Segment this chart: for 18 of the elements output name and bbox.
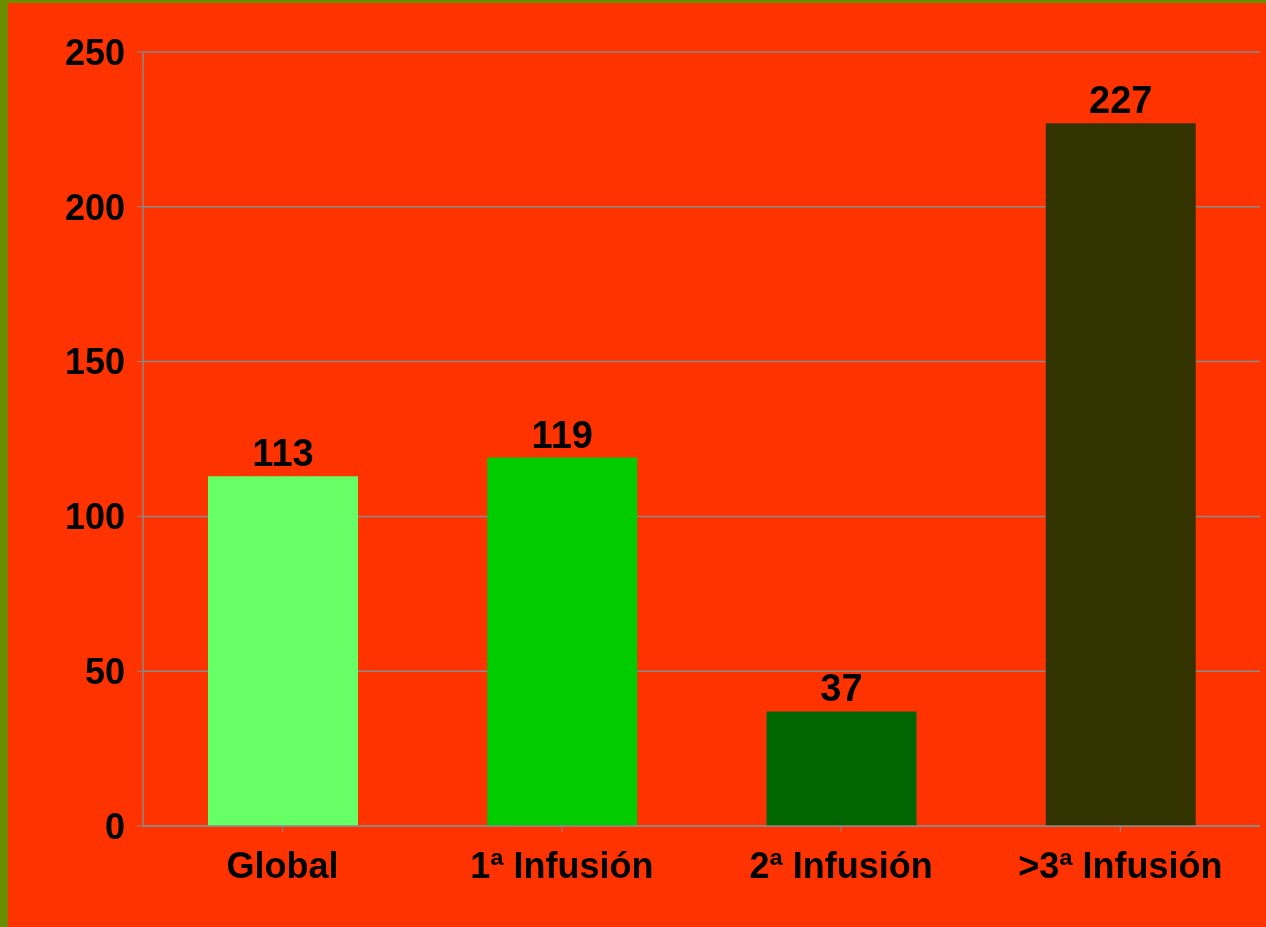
bar — [487, 457, 638, 826]
bar — [1045, 123, 1196, 826]
y-tick-label: 150 — [64, 341, 125, 383]
y-tick-label: 100 — [64, 496, 125, 538]
y-tick-label: 250 — [64, 31, 125, 73]
data-label: 227 — [1089, 79, 1153, 122]
x-tick-label: 2ª Infusión — [749, 844, 933, 886]
data-label: 119 — [531, 413, 593, 456]
data-label: 113 — [252, 432, 314, 475]
y-tick-label: 0 — [104, 805, 125, 847]
x-tick-label: 1ª Infusión — [470, 844, 654, 886]
y-tick-label: 50 — [84, 650, 125, 692]
x-tick-label: >3ª Infusión — [1018, 844, 1223, 886]
bar — [766, 711, 917, 826]
x-tick-label: Global — [226, 844, 339, 886]
bar — [208, 476, 358, 826]
y-tick-label: 200 — [64, 186, 125, 228]
data-label: 37 — [820, 667, 863, 710]
